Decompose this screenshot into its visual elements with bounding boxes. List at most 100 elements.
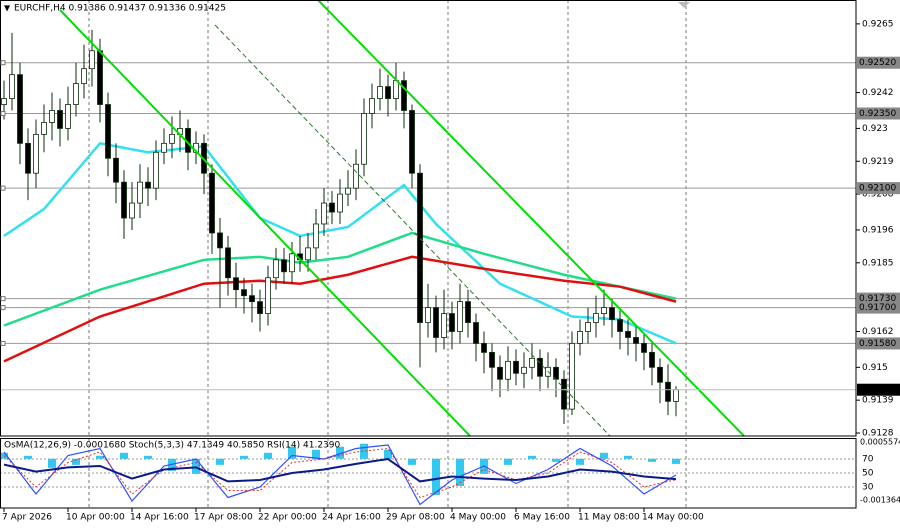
level-label-box	[857, 301, 900, 314]
osma-bar	[624, 455, 632, 459]
level-label: 0.91730	[859, 294, 896, 304]
y-tick-label: 0.0005574	[860, 438, 900, 447]
candle-body	[489, 351, 495, 368]
candle-body	[73, 83, 79, 105]
candle-body	[465, 301, 471, 323]
y-tick-label: 0.9242	[862, 88, 894, 98]
osma-bar	[648, 458, 656, 462]
candle-body	[441, 313, 447, 338]
osma-bar	[72, 458, 80, 465]
candle-body	[633, 337, 639, 344]
osma-bar	[672, 458, 680, 464]
candle-body	[33, 133, 39, 174]
level-marker	[0, 296, 6, 302]
moving-average	[3, 255, 677, 363]
level-marker	[0, 110, 6, 116]
level-marker	[0, 185, 6, 191]
level-label: 0.92520	[859, 58, 896, 68]
y-tick-label: 0.9219	[862, 157, 894, 167]
candle-body	[625, 331, 631, 338]
osma-bar	[240, 455, 248, 459]
candle-body	[137, 181, 143, 204]
osma-bar	[360, 443, 368, 459]
trendlines	[59, 0, 745, 436]
current-price-label: 0.91425	[859, 385, 896, 395]
candle-body	[305, 247, 311, 261]
candle-body	[9, 74, 15, 99]
candle-body	[1, 98, 7, 105]
candle-body	[25, 142, 31, 174]
candle-body	[161, 142, 167, 153]
x-tick-label: 7 Apr 2026	[2, 513, 52, 523]
candle-body	[337, 193, 343, 213]
level-label: 0.91700	[859, 303, 896, 313]
indicator-line	[3, 457, 677, 483]
candle-body	[121, 181, 127, 219]
candle-body	[521, 366, 527, 374]
osma-bar	[264, 452, 272, 459]
candle-body	[449, 313, 455, 332]
symbol-header: EURCHF,H4 0.91386 0.91437 0.91336 0.9142…	[14, 4, 226, 14]
candle-body	[313, 223, 319, 249]
level-label-box	[857, 107, 900, 120]
level-label-box	[857, 56, 900, 69]
candle-body	[505, 360, 511, 380]
osma-bar	[144, 455, 152, 459]
candle-body	[433, 307, 439, 338]
candle-body	[169, 133, 175, 144]
level-label: 0.91580	[859, 339, 896, 349]
indicator-panel	[0, 438, 856, 508]
main-frame	[0, 0, 857, 437]
candle-body	[457, 301, 463, 332]
candle-body	[145, 181, 151, 189]
candle-body	[641, 343, 647, 353]
trendline	[317, 0, 745, 436]
osma-bar	[552, 458, 560, 462]
level-label: 0.92100	[859, 184, 896, 194]
osma-bar	[576, 458, 584, 465]
y-tick-label: 0.915	[862, 363, 888, 373]
candle-body	[393, 80, 399, 99]
candle-body	[401, 80, 407, 111]
candle-body	[97, 50, 103, 105]
candle-body	[497, 366, 503, 380]
candle-body	[665, 381, 671, 402]
candle-body	[649, 351, 655, 368]
candle-body	[569, 343, 575, 410]
candle-body	[561, 378, 567, 410]
shift-marker	[678, 2, 690, 8]
candle-body	[601, 307, 607, 314]
x-tick-label: 10 Apr 00:00	[66, 513, 125, 523]
y-tick-label: -0.0013645	[860, 496, 900, 505]
candle-body	[593, 313, 599, 323]
osma-bar	[384, 449, 392, 459]
main-panel	[0, 0, 856, 436]
candle-body	[409, 110, 415, 174]
candle-body	[425, 307, 431, 323]
candle-body	[481, 343, 487, 353]
osma-bar	[600, 452, 608, 459]
candle-body	[377, 86, 383, 99]
candle-body	[225, 247, 231, 279]
x-tick-label: 14 May 00:00	[642, 513, 704, 523]
osma-bar	[456, 458, 464, 486]
candle-body	[537, 357, 543, 377]
candle-body	[385, 86, 391, 99]
candle-body	[577, 331, 583, 344]
y2-tick-label: 30	[862, 483, 874, 493]
collapse-icon[interactable]: ▼	[4, 4, 11, 13]
x-tick-label: 14 Apr 16:00	[130, 513, 189, 523]
level-label-box	[857, 182, 900, 195]
candle-body	[657, 366, 663, 383]
candle-body	[249, 295, 255, 303]
candle-body	[153, 151, 159, 189]
osma-bar	[288, 446, 296, 459]
trendline	[59, 9, 471, 436]
candle-body	[321, 202, 327, 225]
candle-body	[57, 110, 63, 129]
osma-bar	[504, 458, 512, 465]
candle-body	[41, 122, 47, 135]
level-marker	[0, 305, 6, 311]
x-tick-label: 17 Apr 08:00	[194, 513, 253, 523]
